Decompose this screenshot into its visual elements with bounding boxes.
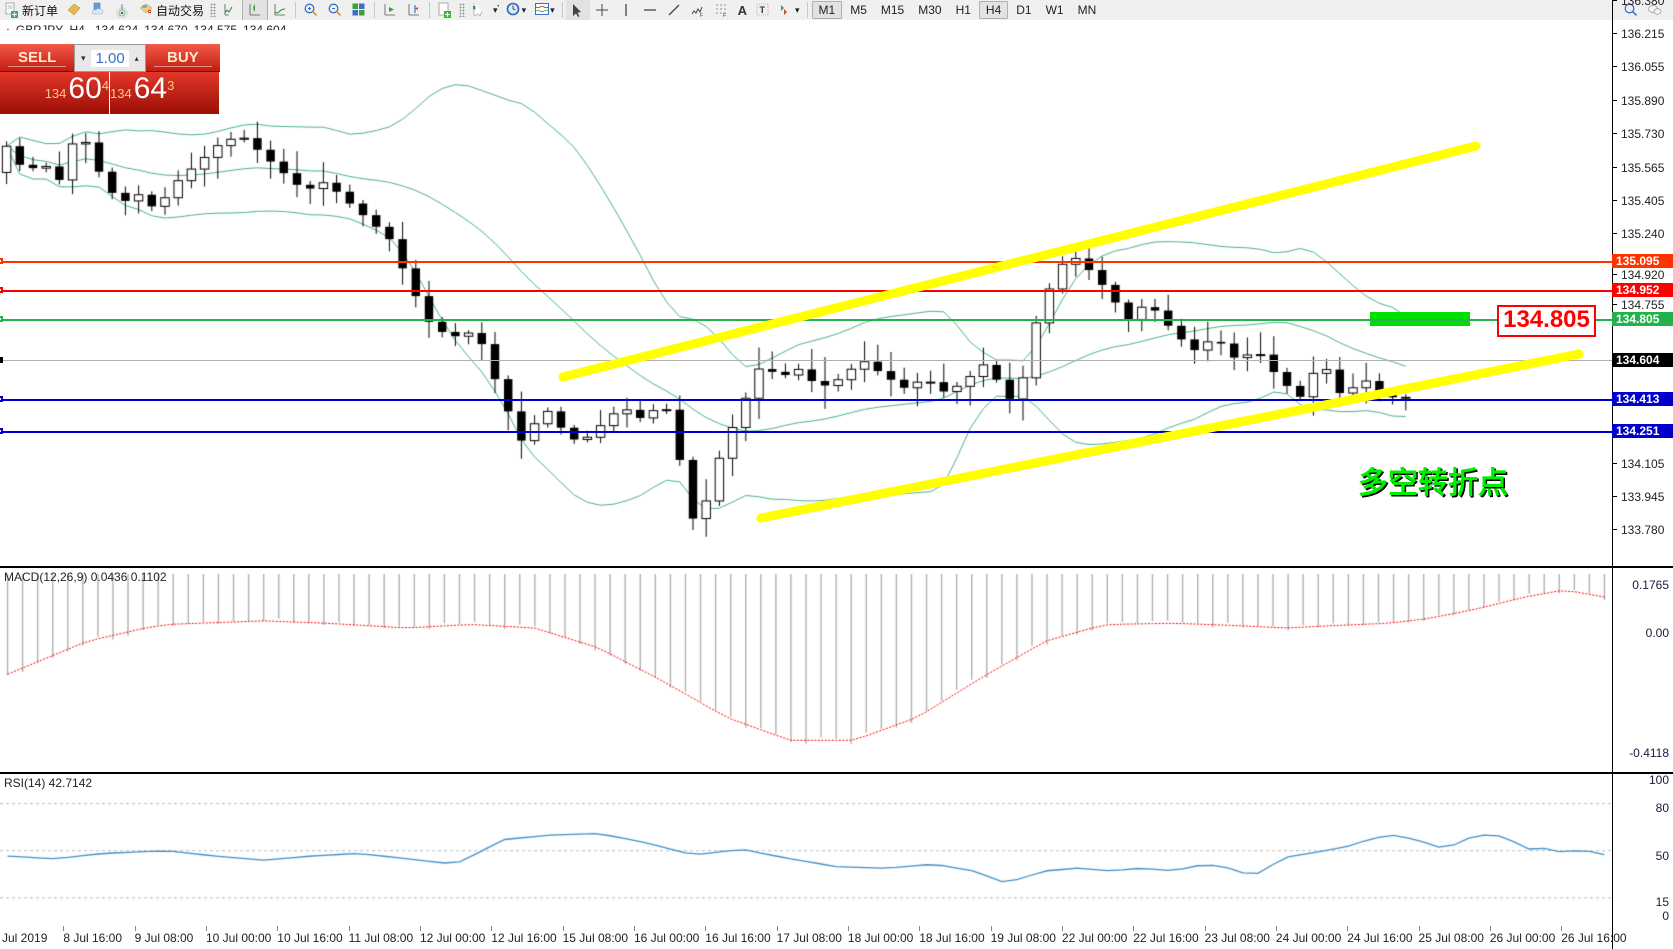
svg-text:F: F [700, 13, 703, 18]
svg-text:F: F [723, 13, 726, 18]
svg-text:T: T [760, 5, 766, 15]
